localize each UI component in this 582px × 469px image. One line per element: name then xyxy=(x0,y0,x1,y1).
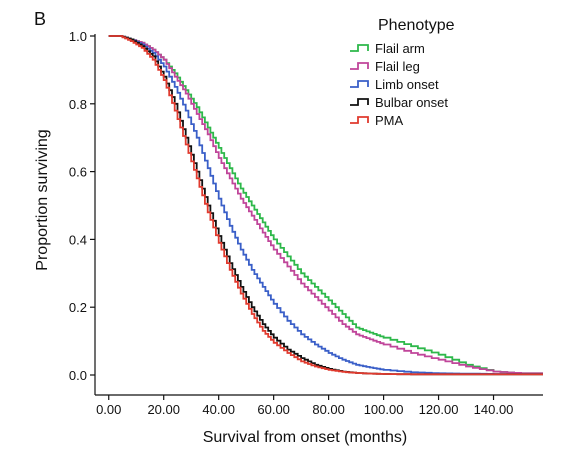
x-tick-label: 100.00 xyxy=(364,402,404,417)
series-layer xyxy=(108,35,543,376)
y-ticks: 0.0 0.2 0.4 0.6 0.8 1.0 xyxy=(69,29,95,383)
x-tick-label: 120.00 xyxy=(419,402,459,417)
legend-symbol xyxy=(350,44,369,52)
x-tick-label: 20.00 xyxy=(147,402,180,417)
series-line-flail-leg xyxy=(108,35,543,375)
legend-label: Bulbar onset xyxy=(375,95,448,110)
series-line-pma xyxy=(108,35,543,376)
legend-title: Phenotype xyxy=(378,17,455,34)
y-tick-label: 0.8 xyxy=(69,97,87,112)
x-ticks: 0.00 20.00 40.00 60.00 80.00 100.00 120.00 140.… xyxy=(96,395,513,417)
x-tick-label: 80.00 xyxy=(312,402,345,417)
legend-symbol xyxy=(350,62,369,70)
legend-symbol xyxy=(350,80,369,88)
legend: Phenotype Flail arm Flail leg Limb onset Bu… xyxy=(350,17,455,128)
axes xyxy=(94,34,543,396)
y-tick-label: 0.4 xyxy=(69,232,87,247)
legend-symbol xyxy=(350,116,369,124)
x-tick-label: 40.00 xyxy=(202,402,235,417)
legend-label: Limb onset xyxy=(375,77,439,92)
y-tick-label: 0.6 xyxy=(69,165,87,180)
y-tick-label: 1.0 xyxy=(69,29,87,44)
x-tick-label: 140.00 xyxy=(474,402,514,417)
y-axis-title: Proportion surviving xyxy=(34,129,51,270)
legend-label: Flail leg xyxy=(375,59,420,74)
panel-letter: B xyxy=(34,9,46,29)
x-axis-title: Survival from onset (months) xyxy=(203,429,408,446)
legend-label: PMA xyxy=(375,113,404,128)
legend-symbol xyxy=(350,98,369,106)
y-tick-label: 0.2 xyxy=(69,300,87,315)
series-line-limb-onset xyxy=(108,35,543,375)
x-tick-label: 60.00 xyxy=(257,402,290,417)
legend-items: Flail arm Flail leg Limb onset Bulbar onset… xyxy=(350,41,448,128)
x-tick-label: 0.00 xyxy=(96,402,121,417)
legend-label: Flail arm xyxy=(375,41,425,56)
y-tick-label: 0.0 xyxy=(69,368,87,383)
